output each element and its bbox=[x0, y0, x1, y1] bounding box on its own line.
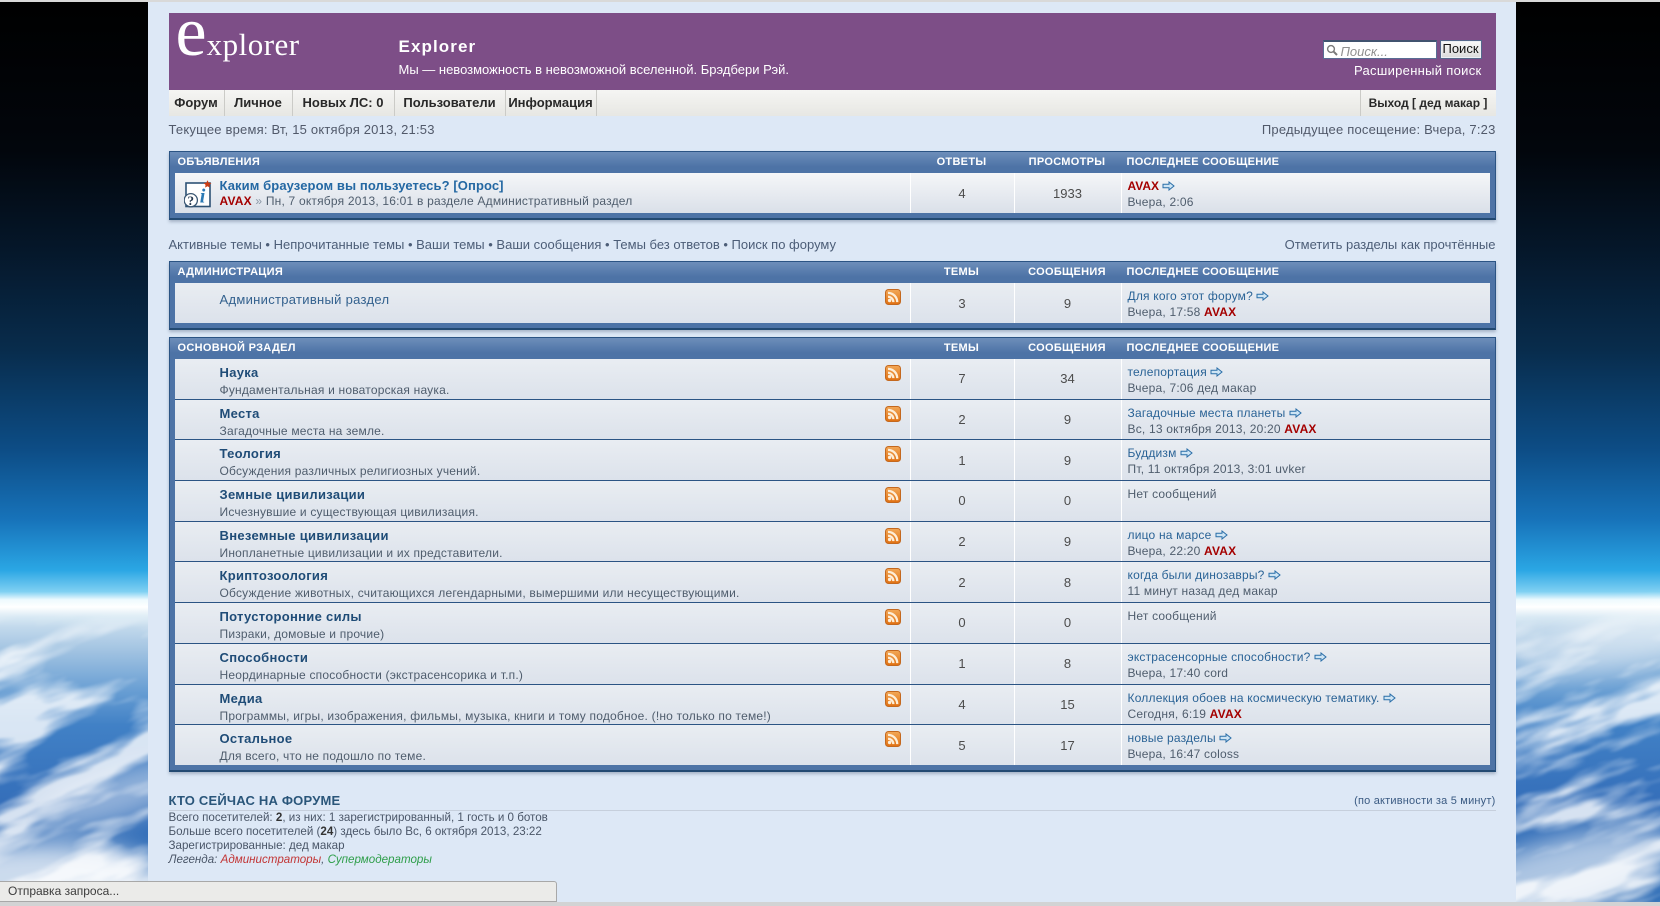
svg-text:?: ? bbox=[187, 193, 194, 208]
svg-text:i: i bbox=[199, 186, 205, 208]
